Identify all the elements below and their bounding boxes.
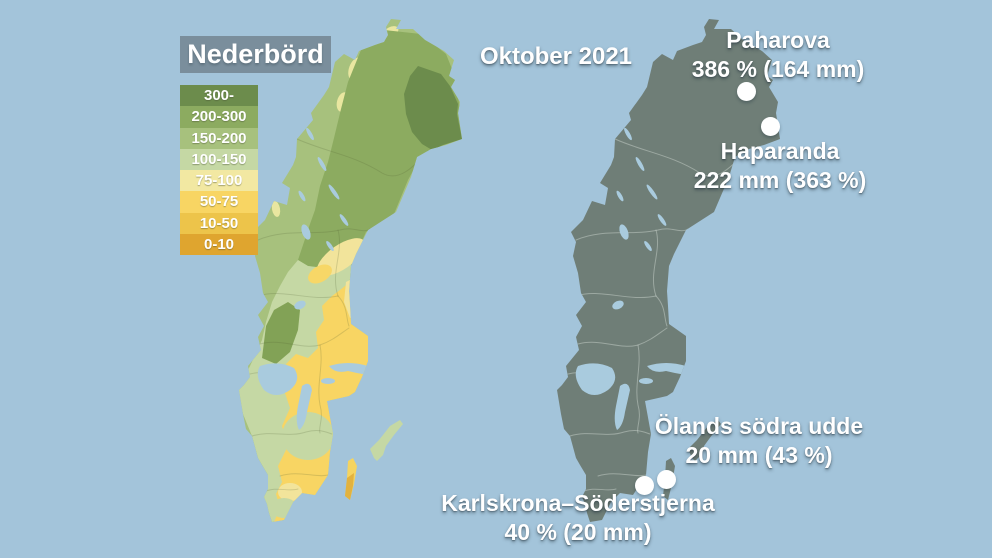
legend-item: 50-75 bbox=[180, 191, 258, 213]
station-marker-karlskrona bbox=[635, 476, 654, 495]
station-label-paharova: Paharova 386 % (164 mm) bbox=[618, 26, 938, 84]
legend-item: 200-300 bbox=[180, 106, 258, 128]
station-label-olands-sodra-udde: Ölands södra udde 20 mm (43 %) bbox=[599, 412, 919, 470]
legend-item: 300- bbox=[180, 85, 258, 107]
gotland-island bbox=[370, 420, 403, 461]
legend-title: Nederbörd bbox=[180, 36, 331, 73]
station-marker-paharova bbox=[737, 82, 756, 101]
station-name: Haparanda bbox=[720, 138, 840, 164]
legend-item: 100-150 bbox=[180, 148, 258, 171]
precipitation-zones bbox=[239, 26, 462, 522]
legend-item: 75-100 bbox=[180, 170, 258, 192]
station-marker-olands-sodra-udde bbox=[657, 470, 676, 489]
station-value: 20 mm (43 %) bbox=[685, 442, 833, 468]
legend-item: 10-50 bbox=[180, 212, 258, 235]
station-name: Karlskrona–Söderstjerna bbox=[441, 490, 715, 516]
station-value: 222 mm (363 %) bbox=[693, 167, 867, 193]
station-marker-haparanda bbox=[761, 117, 780, 136]
legend-item: 0-10 bbox=[180, 234, 258, 256]
station-name: Ölands södra udde bbox=[654, 413, 864, 439]
station-value: 386 % (164 mm) bbox=[691, 56, 865, 82]
station-value: 40 % (20 mm) bbox=[504, 519, 652, 545]
oland-dry-zone bbox=[345, 473, 354, 500]
station-name: Paharova bbox=[726, 27, 830, 53]
station-label-karlskrona: Karlskrona–Söderstjerna 40 % (20 mm) bbox=[408, 489, 748, 547]
precipitation-legend: 300- 200-300 150-200 100-150 75-100 50-7… bbox=[180, 85, 258, 256]
precipitation-amount-map bbox=[239, 19, 462, 522]
station-label-haparanda: Haparanda 222 mm (363 %) bbox=[620, 137, 940, 195]
period-title: Oktober 2021 bbox=[479, 43, 633, 70]
legend-item: 150-200 bbox=[180, 127, 258, 149]
